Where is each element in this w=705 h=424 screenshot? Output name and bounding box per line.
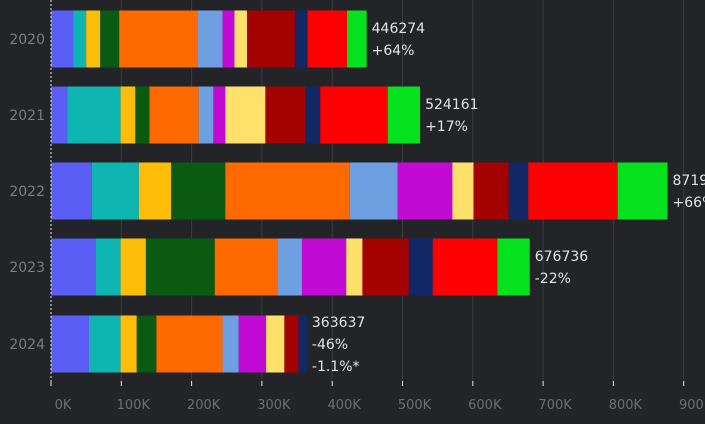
- bar-segment: [73, 10, 87, 68]
- bar-segment: [51, 162, 92, 220]
- bar-segment: [86, 10, 101, 68]
- x-tick-label: 200K: [187, 398, 221, 413]
- bar-segment: [284, 315, 299, 373]
- bar-segment: [305, 86, 321, 144]
- bar-segment: [247, 10, 295, 68]
- bar-segment: [67, 86, 121, 144]
- bar-segment: [120, 315, 137, 373]
- bar-segment: [387, 86, 421, 144]
- bar-segment: [88, 315, 121, 373]
- bar-segment: [120, 86, 136, 144]
- bar-segment: [397, 162, 453, 220]
- bar-segment: [362, 238, 409, 296]
- bar-segment: [298, 315, 307, 373]
- bar-segment: [214, 238, 278, 296]
- bar-segment: [432, 238, 498, 296]
- y-tick-label: 2020: [9, 32, 45, 48]
- bar-segment: [301, 238, 347, 296]
- x-tick-label: 600K: [468, 398, 502, 413]
- bar-segment: [119, 10, 198, 68]
- bar-segment: [91, 162, 139, 220]
- bar-layer: [51, 10, 668, 373]
- bar-segment: [265, 86, 306, 144]
- data-label: 524161: [425, 97, 478, 113]
- data-label: -46%: [312, 337, 348, 353]
- bar-segment: [171, 162, 226, 220]
- bar-segment: [138, 162, 172, 220]
- bar-segment: [497, 238, 530, 296]
- x-tick-label: 900K: [679, 398, 705, 413]
- data-label: +66%: [673, 195, 705, 211]
- bar-segment: [135, 86, 150, 144]
- bar-segment: [120, 238, 146, 296]
- bar-segment: [508, 162, 529, 220]
- y-tick-label: 2021: [9, 108, 45, 124]
- bar-segment: [452, 162, 474, 220]
- bar-segment: [307, 10, 347, 68]
- data-label: -1.1%*: [312, 359, 360, 375]
- x-tick-label: 700K: [538, 398, 572, 413]
- x-tick-label: 300K: [257, 398, 291, 413]
- bar-segment: [277, 238, 302, 296]
- bar-segment: [266, 315, 285, 373]
- bar-segment: [198, 86, 214, 144]
- bar-segment: [51, 10, 74, 68]
- y-tick-label: 2022: [9, 184, 45, 200]
- bar-segment: [51, 315, 89, 373]
- bar-segment: [617, 162, 668, 220]
- bar-segment: [346, 10, 367, 68]
- x-tick-label: 400K: [328, 398, 362, 413]
- x-tick-label: 0K: [55, 398, 72, 413]
- bar-segment: [149, 86, 199, 144]
- bar-segment: [320, 86, 388, 144]
- bar-segment: [473, 162, 509, 220]
- bar-segment: [197, 10, 223, 68]
- y-tick-label: 2024: [9, 337, 45, 353]
- data-label: 676736: [535, 249, 589, 265]
- data-label: +64%: [372, 43, 415, 59]
- data-label: -22%: [535, 271, 571, 287]
- x-tick-label: 800K: [609, 398, 643, 413]
- bar-segment: [238, 315, 267, 373]
- bar-segment: [222, 10, 235, 68]
- data-label: 446274: [372, 21, 426, 37]
- bar-segment: [225, 162, 350, 220]
- bar-segment: [145, 238, 215, 296]
- bar-segment: [528, 162, 618, 220]
- data-label: +17%: [425, 119, 468, 135]
- bar-segment: [222, 315, 239, 373]
- y-tick-label: 2023: [9, 260, 45, 276]
- bar-segment: [225, 86, 266, 144]
- bar-segment: [95, 238, 121, 296]
- bar-segment: [408, 238, 433, 296]
- bar-segment: [100, 10, 120, 68]
- bar-segment: [346, 238, 363, 296]
- bar-segment: [51, 86, 68, 144]
- bar-segment: [136, 315, 157, 373]
- axis-layer: 2020 2021 2022 2023 2024 0K 100K 200K 300K 400K 50…: [9, 0, 705, 413]
- x-tick-label: 500K: [398, 398, 432, 413]
- bar-segment: [156, 315, 223, 373]
- label-layer: 446274 +64% 524161 +17% 871922 +66% 676736 -22%…: [312, 21, 705, 375]
- bar-segment: [213, 86, 226, 144]
- data-label: 363637: [312, 315, 365, 331]
- bar-segment: [294, 10, 308, 68]
- bar-segment: [349, 162, 398, 220]
- x-tick-label: 100K: [117, 398, 151, 413]
- bar-segment: [234, 10, 248, 68]
- data-label: 871922: [673, 173, 705, 189]
- bar-segment: [51, 238, 96, 296]
